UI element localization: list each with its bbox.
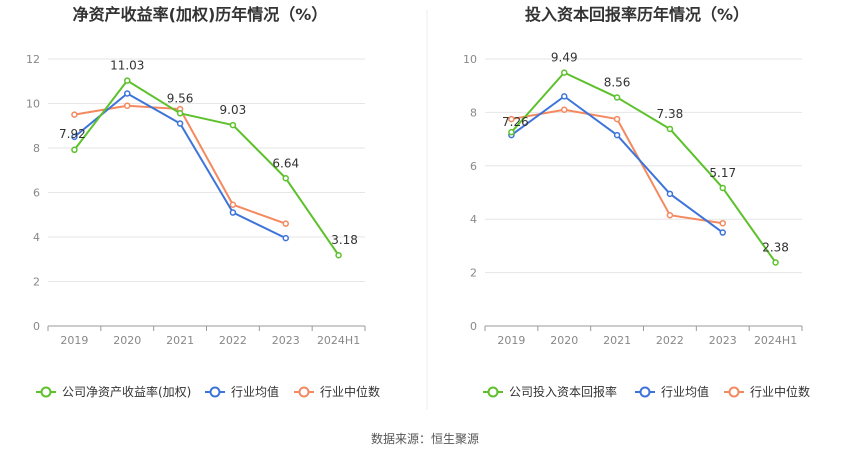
data-label: 7.38 — [657, 107, 684, 121]
x-tick-label: 2021 — [166, 334, 194, 347]
data-label: 2.38 — [762, 240, 789, 254]
data-label: 11.03 — [110, 59, 144, 73]
data-label: 6.64 — [272, 156, 299, 170]
x-tick-label: 2023 — [272, 334, 300, 347]
chart-title: 投入资本回报率历年情况（%） — [525, 5, 749, 24]
data-point-company — [229, 121, 237, 129]
legend-item-industry-avg: 行业均值 — [205, 384, 279, 399]
y-tick-label: 6 — [470, 160, 477, 173]
chart-panel-2: 投入资本回报率历年情况（%） 0 2 4 6 8 10 2019 2020 2021 2022 202… — [463, 5, 810, 399]
data-point-industry-median — [613, 115, 621, 123]
data-point-industry-avg — [666, 190, 674, 198]
data-point-industry-median — [508, 115, 515, 123]
x-tick-label: 2022 — [656, 334, 684, 347]
data-point-company — [124, 77, 131, 84]
data-point-company — [508, 128, 515, 136]
data-point-industry-avg — [613, 131, 621, 139]
data-label: 3.18 — [331, 233, 358, 247]
x-tick-label: 2024H1 — [754, 334, 797, 347]
y-tick-label: 12 — [26, 53, 40, 66]
legend-item-company: 公司投入资本回报率 — [483, 384, 617, 399]
legend-item-company: 公司净资产收益率(加权) — [36, 384, 191, 399]
y-tick-label: 4 — [470, 213, 477, 226]
data-label: 9.03 — [220, 103, 247, 117]
data-point-company — [772, 259, 779, 266]
legend-label: 行业均值 — [661, 384, 709, 399]
legend-item-industry-median: 行业中位数 — [294, 384, 380, 399]
data-label: 7.26 — [502, 115, 529, 129]
data-point-industry-median — [719, 219, 726, 227]
y-tick-label: 4 — [33, 231, 40, 244]
chart-title: 净资产收益率(加权)历年情况（%） — [73, 5, 328, 24]
legend-label: 公司投入资本回报率 — [509, 384, 617, 399]
legend-marker — [209, 386, 221, 398]
y-tick-label: 0 — [33, 320, 40, 333]
series-line-industry-median — [511, 108, 723, 225]
x-tick-label: 2022 — [219, 334, 247, 347]
legend-label: 公司净资产收益率(加权) — [62, 384, 191, 399]
data-label: 5.17 — [709, 166, 736, 180]
data-point-company — [719, 184, 726, 192]
x-tick-label: 2021 — [603, 334, 631, 347]
data-point-company — [176, 110, 184, 117]
data-point-industry-median — [229, 201, 237, 208]
x-tick-label: 2019 — [497, 334, 525, 347]
chart-panel-1: 净资产收益率(加权)历年情况（%） 0 2 4 6 8 10 12 2019 2020 2021 20… — [26, 5, 380, 399]
y-tick-label: 8 — [470, 106, 477, 119]
y-tick-label: 10 — [26, 98, 40, 111]
legend-label: 行业中位数 — [320, 384, 380, 399]
data-point-industry-avg — [282, 234, 289, 242]
data-point-industry-median — [282, 220, 289, 227]
x-tick-label: 2020 — [113, 334, 141, 347]
data-point-industry-median — [666, 211, 674, 219]
data-point-company — [282, 175, 289, 182]
legend-marker — [487, 386, 499, 398]
data-point-industry-avg — [561, 93, 568, 100]
legend-marker — [728, 386, 740, 398]
y-tick-label: 2 — [470, 267, 477, 280]
legend-marker — [40, 386, 52, 398]
data-point-industry-median — [561, 106, 568, 113]
y-tick-label: 8 — [33, 142, 40, 155]
x-tick-label: 2023 — [709, 334, 737, 347]
data-point-company — [613, 94, 621, 101]
series-line-company — [73, 79, 340, 256]
data-label: 9.49 — [551, 51, 578, 65]
data-point-industry-avg — [71, 133, 78, 141]
data-point-industry-avg — [719, 229, 726, 236]
data-point-industry-avg — [124, 90, 131, 97]
data-point-industry-median — [124, 102, 131, 109]
legend-label: 行业均值 — [231, 384, 279, 399]
data-label: 7.92 — [59, 127, 86, 141]
data-point-industry-median — [71, 111, 78, 118]
legend-marker — [298, 386, 310, 398]
y-tick-label: 2 — [33, 276, 40, 289]
data-label: 8.56 — [604, 75, 631, 89]
data-source-note: 数据来源：恒生聚源 — [370, 432, 479, 446]
y-tick-label: 6 — [33, 187, 40, 200]
x-tick-label: 2019 — [60, 334, 88, 347]
legend-item-industry-median: 行业中位数 — [724, 384, 810, 399]
legend-item-industry-avg: 行业均值 — [635, 384, 709, 399]
data-point-industry-avg — [176, 120, 184, 127]
data-point-company — [335, 251, 342, 259]
data-point-industry-avg — [229, 209, 237, 216]
series-line-company — [510, 71, 777, 264]
x-tick-label: 2024H1 — [317, 334, 360, 347]
legend-marker — [639, 386, 651, 398]
data-point-company — [666, 125, 674, 133]
x-tick-label: 2020 — [550, 334, 578, 347]
data-label: 9.56 — [167, 91, 194, 105]
y-tick-label: 0 — [470, 320, 477, 333]
y-tick-label: 10 — [463, 53, 477, 66]
data-point-company — [71, 146, 78, 154]
legend-label: 行业中位数 — [750, 384, 810, 399]
data-point-company — [561, 69, 568, 76]
